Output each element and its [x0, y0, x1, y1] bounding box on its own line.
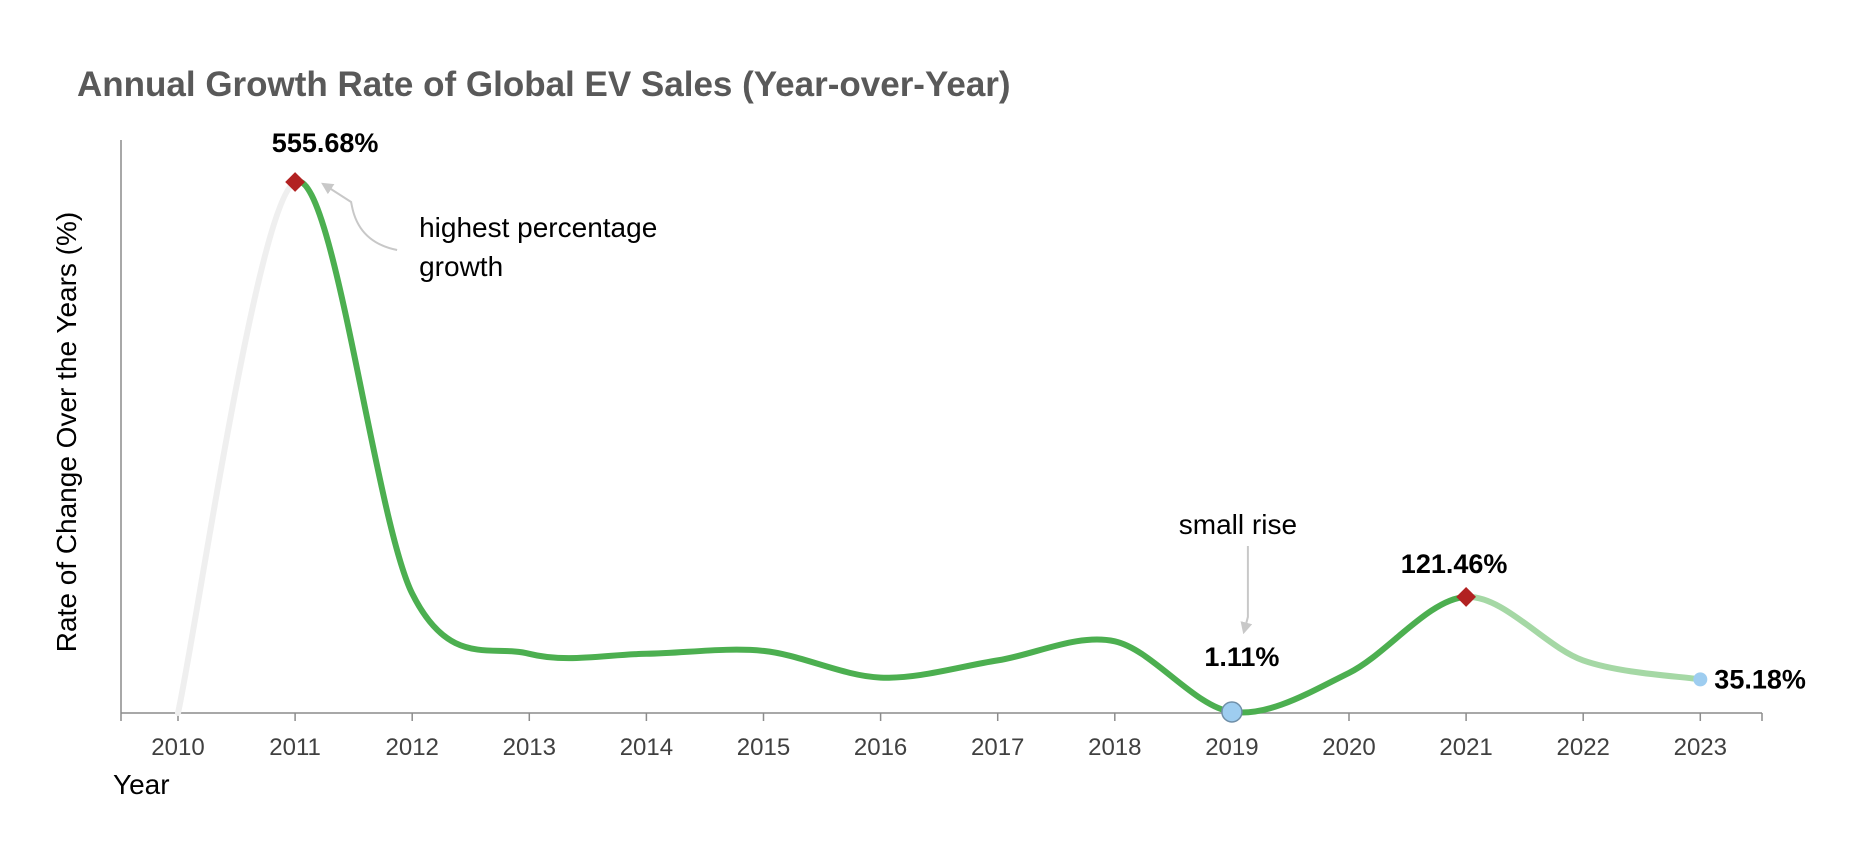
low-marker — [1221, 701, 1243, 723]
data-label: 35.18% — [1714, 664, 1806, 694]
x-tick-label: 2013 — [503, 734, 556, 761]
x-tick-label: 2022 — [1557, 734, 1610, 761]
y-axis-title: Rate of Change Over the Years (%) — [51, 212, 82, 652]
x-tick-label: 2018 — [1088, 734, 1141, 761]
peak-marker — [1456, 587, 1476, 607]
data-label: 555.68% — [272, 128, 379, 158]
annotation-text: small rise — [1179, 509, 1297, 540]
x-tick-label: 2014 — [620, 734, 673, 761]
plot-area: 2010 2011 2012 2013 2014 2015 2016 2017 2018 2019… — [120, 128, 1806, 761]
x-tick-label: 2016 — [854, 734, 907, 761]
annotation-text: highest percentage — [419, 212, 657, 243]
x-tick-label: 2020 — [1322, 734, 1375, 761]
x-tick-label: 2015 — [737, 734, 790, 761]
x-tick-label: 2021 — [1439, 734, 1492, 761]
x-tick-label: 2010 — [151, 734, 204, 761]
chart-title: Annual Growth Rate of Global EV Sales (Y… — [77, 65, 1011, 104]
x-tick-label: 2023 — [1674, 734, 1727, 761]
annotation-arrow — [1240, 545, 1253, 635]
peak-marker — [285, 172, 305, 192]
data-label: 1.11% — [1204, 642, 1279, 672]
annotation-text: growth — [419, 251, 503, 282]
x-axis-title: Year — [113, 769, 170, 800]
x-tick-label: 2012 — [386, 734, 439, 761]
x-tick-label: 2011 — [269, 734, 321, 761]
series-line-tail — [1463, 593, 1704, 683]
low-marker — [1693, 672, 1708, 687]
series-line-main — [292, 178, 1470, 716]
annotation-arrow — [321, 182, 398, 251]
x-tick-label: 2017 — [971, 734, 1024, 761]
series-line-lead-in — [175, 179, 299, 716]
data-label: 121.46% — [1401, 549, 1508, 579]
x-tick-label: 2019 — [1205, 734, 1258, 761]
